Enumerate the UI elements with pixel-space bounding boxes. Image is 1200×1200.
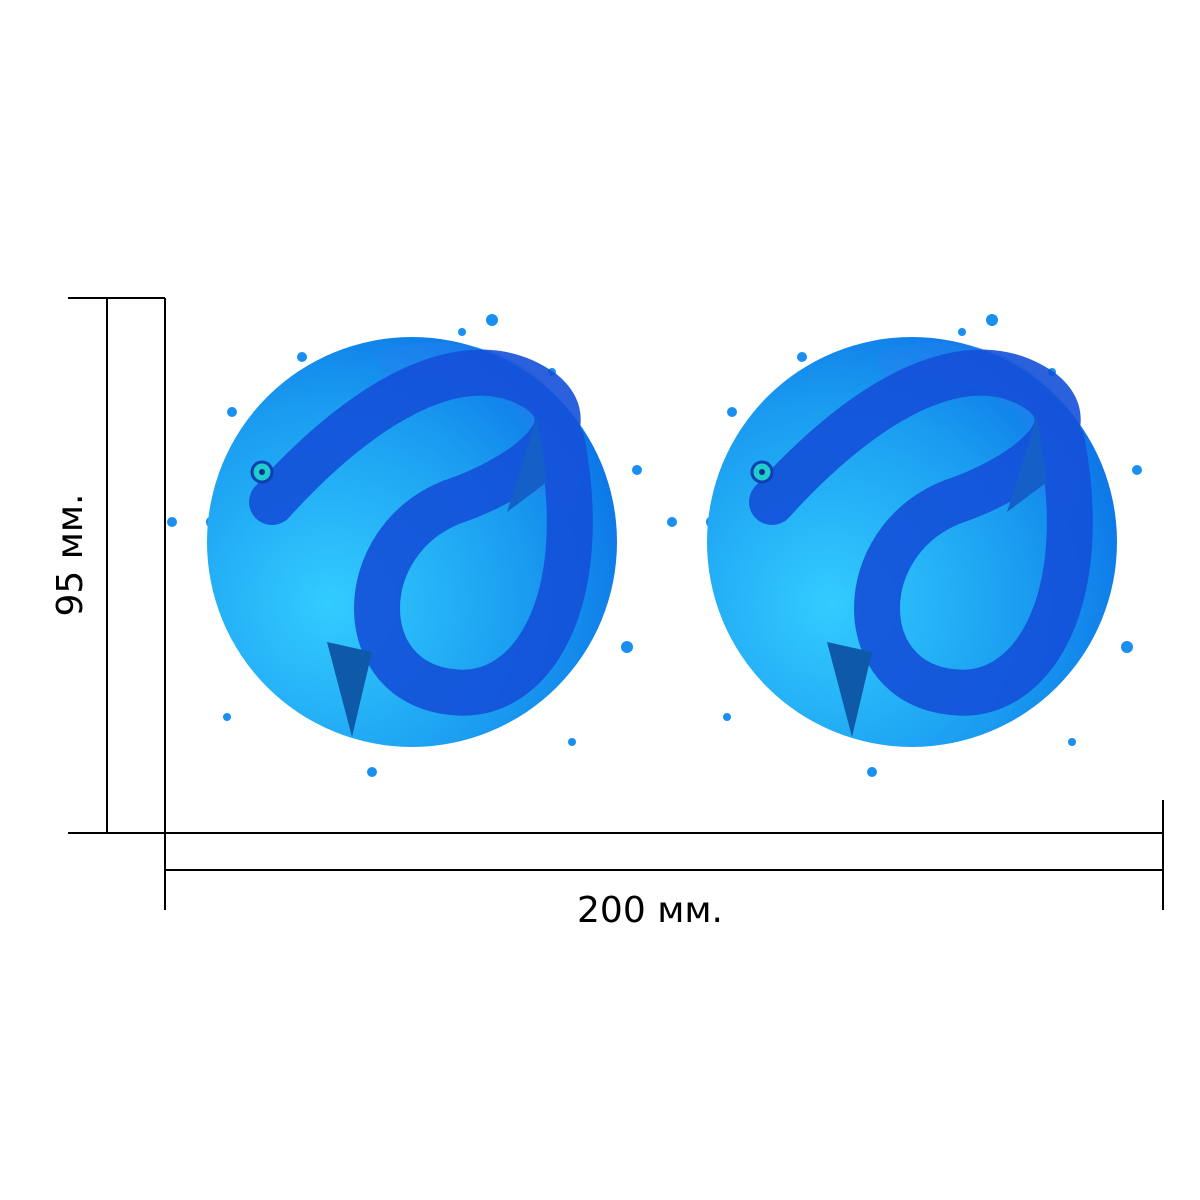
width-dimension: 200 мм. <box>164 800 1164 931</box>
height-dimension: 95 мм. <box>50 297 166 834</box>
height-label: 95 мм. <box>50 493 91 616</box>
sticker-right <box>667 314 1142 777</box>
sticker-left <box>167 314 642 777</box>
width-label: 200 мм. <box>577 890 723 931</box>
